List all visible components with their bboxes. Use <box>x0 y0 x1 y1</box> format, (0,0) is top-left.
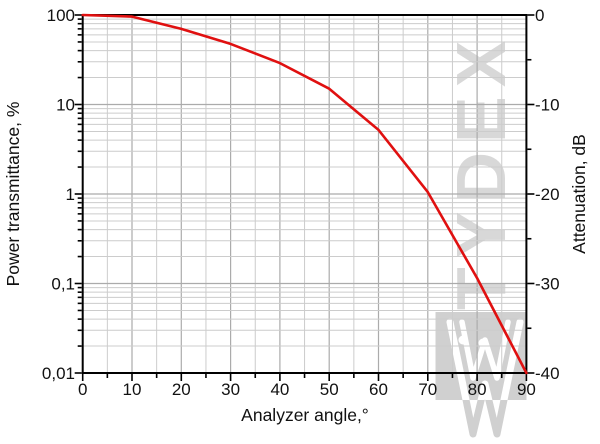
x-tick-label: 0 <box>78 380 87 399</box>
x-tick-label: 30 <box>221 380 240 399</box>
y-right-tick-label: 0 <box>535 6 544 25</box>
y-right-tick-label: -20 <box>535 185 560 204</box>
y-left-tick-label: 0,1 <box>51 275 75 294</box>
plot-frame <box>81 14 528 374</box>
watermark-text: TYDEX <box>442 32 520 310</box>
x-tick-label: 10 <box>123 380 142 399</box>
x-tick-label: 80 <box>468 380 487 399</box>
y-left-tick-label: 1 <box>66 185 75 204</box>
grid-layer <box>82 15 527 373</box>
x-tick-label: 50 <box>320 380 339 399</box>
y-right-tick-label: -30 <box>535 275 560 294</box>
x-tick-label: 90 <box>517 380 536 399</box>
ticks-layer <box>74 14 535 381</box>
y-right-tick-label: -10 <box>535 96 560 115</box>
x-axis-title: Analyzer angle,° <box>241 405 369 425</box>
data-curve-power_transmittance_percent <box>81 13 528 375</box>
y-left-tick-label: 0,01 <box>42 364 75 383</box>
tick-labels-layer: 0 10 20 30 40 50 60 70 80 901001010,10,010-10-20-… <box>42 6 560 399</box>
y-left-tick-label: 10 <box>56 96 75 115</box>
y-axis-title-left: Power transmittance, % <box>3 102 23 287</box>
y-axis-title-right: Attenuation, dB <box>569 134 589 254</box>
x-tick-label: 40 <box>270 380 289 399</box>
x-tick-label: 20 <box>172 380 191 399</box>
tydex-logo-icon <box>446 318 524 400</box>
y-right-tick-label: -40 <box>535 364 560 383</box>
y-left-tick-label: 100 <box>47 6 75 25</box>
x-tick-label: 60 <box>369 380 388 399</box>
series-layer <box>81 13 528 375</box>
x-tick-label: 70 <box>418 380 437 399</box>
